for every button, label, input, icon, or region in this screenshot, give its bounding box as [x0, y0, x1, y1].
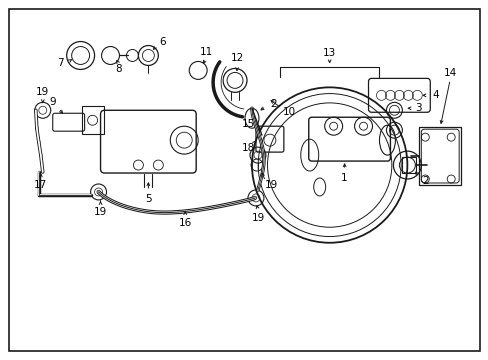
Text: 2: 2 — [270, 99, 277, 109]
Text: 19: 19 — [264, 180, 278, 190]
Bar — [81, 106, 103, 134]
Text: 4: 4 — [431, 90, 438, 100]
Text: 10: 10 — [283, 107, 296, 117]
Text: 1: 1 — [341, 173, 347, 183]
Text: 9: 9 — [49, 97, 56, 107]
Text: 15: 15 — [241, 119, 254, 129]
Text: 14: 14 — [443, 68, 456, 78]
Text: 7: 7 — [57, 58, 64, 68]
Text: 19: 19 — [36, 87, 49, 97]
Text: 5: 5 — [145, 194, 151, 204]
Text: 18: 18 — [241, 143, 254, 153]
Text: 16: 16 — [178, 218, 191, 228]
Text: 12: 12 — [230, 54, 243, 63]
Text: 19: 19 — [251, 213, 264, 223]
Text: 11: 11 — [199, 48, 212, 58]
Bar — [419, 127, 460, 185]
Text: 17: 17 — [34, 180, 47, 190]
Text: 6: 6 — [159, 36, 165, 46]
Text: 8: 8 — [115, 64, 122, 75]
Text: 3: 3 — [414, 103, 421, 113]
Bar — [402, 157, 415, 173]
Text: 19: 19 — [94, 207, 107, 217]
Text: 13: 13 — [323, 49, 336, 58]
Text: 2: 2 — [421, 176, 428, 186]
